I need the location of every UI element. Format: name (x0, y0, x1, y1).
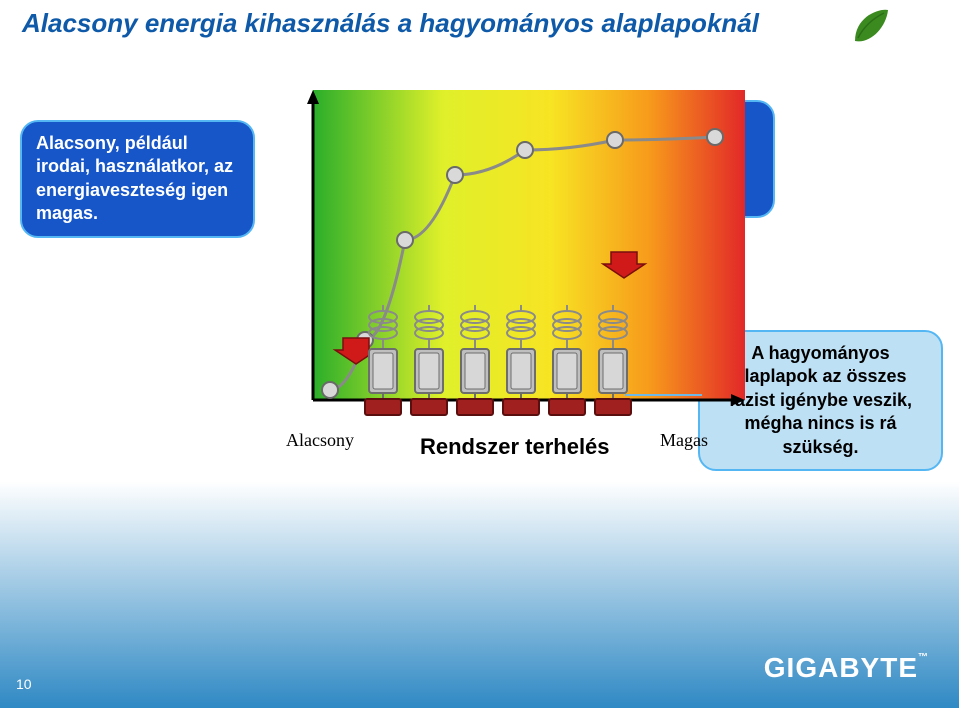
leaf-icon (850, 6, 890, 46)
phase-module (452, 305, 498, 420)
phase-module (406, 305, 452, 420)
page-number: 10 (16, 676, 32, 692)
callout-low-usage: Alacsony, például irodai, használatkor, … (20, 120, 255, 238)
x-axis-label-low: Alacsony (286, 430, 354, 451)
phase-module (544, 305, 590, 420)
phase-module (590, 305, 636, 420)
x-axis-label-high: Magas (660, 430, 708, 451)
trademark-icon: ™ (918, 652, 929, 663)
logo-text: GIGABYTE (764, 652, 918, 683)
phase-modules (360, 305, 636, 420)
phase-module (360, 305, 406, 420)
gigabyte-logo: GIGABYTE™ (764, 652, 929, 684)
phase-module (498, 305, 544, 420)
page-title: Alacsony energia kihasználás a hagyomány… (22, 8, 759, 39)
x-axis-label-center: Rendszer terhelés (420, 434, 610, 460)
